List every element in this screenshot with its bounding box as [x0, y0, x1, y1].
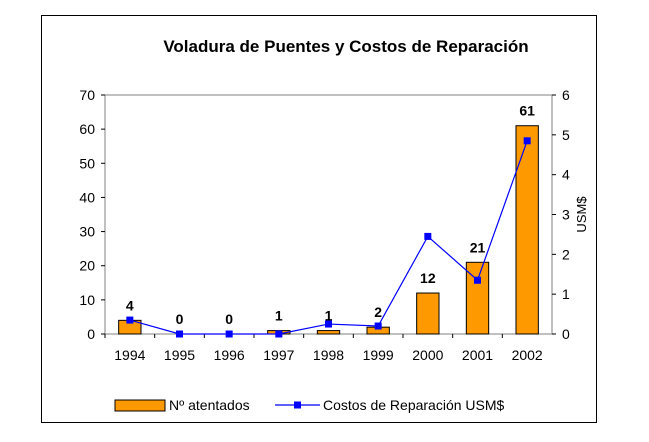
y-left-tick-label: 30 — [79, 224, 95, 240]
chart-title: Voladura de Puentes y Costos de Reparaci… — [163, 37, 528, 56]
y-left-tick-label: 10 — [79, 292, 95, 308]
x-tick-label: 1996 — [214, 347, 245, 363]
x-tick-label: 1999 — [363, 347, 394, 363]
y-right-tick-label: 5 — [562, 127, 570, 143]
cost-marker — [275, 330, 283, 338]
cost-marker — [225, 330, 233, 338]
bar — [465, 261, 490, 335]
cost-marker — [424, 232, 432, 240]
y-left-tick-label: 20 — [79, 258, 95, 274]
y-right-tick-label: 0 — [562, 326, 570, 342]
legend: Nº atentados Costos de Reparación USM$ — [114, 397, 505, 413]
y-right-tick-label: 2 — [562, 246, 570, 262]
bar — [316, 330, 341, 335]
cost-marker — [474, 276, 481, 284]
x-tick-label: 2002 — [512, 347, 543, 363]
chart: Voladura de Puentes y Costos de Reparaci… — [79, 37, 589, 413]
bar-data-label: 1 — [325, 308, 333, 324]
y-left-tick-label: 50 — [79, 155, 95, 171]
y-right-tick-label: 1 — [562, 286, 570, 302]
bar-data-label: 0 — [176, 311, 184, 327]
y-right-tick-label: 4 — [562, 167, 570, 183]
bar — [416, 292, 440, 335]
x-tick-label: 2000 — [412, 347, 443, 363]
x-tick-label: 2001 — [462, 347, 493, 363]
y-right-tick-label: 3 — [562, 207, 570, 223]
legend-swatch-bars — [114, 399, 166, 412]
bar-data-label: 1 — [275, 308, 283, 324]
x-tick-label: 1995 — [164, 347, 195, 363]
bar-data-label: 4 — [126, 297, 134, 313]
cost-marker — [325, 320, 332, 328]
y-left-tick-label: 70 — [79, 87, 95, 103]
bar-data-label: 61 — [519, 103, 535, 119]
cost-marker — [126, 316, 134, 324]
cost-marker — [523, 137, 531, 145]
bar-data-label: 12 — [420, 270, 436, 286]
x-tick-label: 1997 — [263, 347, 294, 363]
cost-marker — [176, 330, 183, 338]
chart-frame: Voladura de Puentes y Costos de Reparaci… — [41, 15, 597, 423]
y-left-tick-label: 0 — [87, 326, 95, 342]
y-right-axis-label: USM$ — [574, 196, 589, 233]
y-right-tick-label: 6 — [562, 87, 570, 103]
bar-data-label: 21 — [470, 239, 486, 255]
y-left-tick-label: 60 — [79, 121, 95, 137]
cost-marker — [374, 322, 382, 330]
legend-label-cost: Costos de Reparación USM$ — [323, 397, 505, 413]
legend-marker-cost — [294, 401, 301, 409]
x-tick-label: 1998 — [313, 347, 344, 363]
y-left-tick-label: 40 — [79, 189, 95, 205]
legend-label-bars: Nº atentados — [169, 397, 250, 413]
x-tick-label: 1994 — [114, 347, 145, 363]
bar-data-label: 2 — [374, 304, 382, 320]
bar-data-label: 0 — [225, 311, 233, 327]
bar — [515, 125, 539, 335]
